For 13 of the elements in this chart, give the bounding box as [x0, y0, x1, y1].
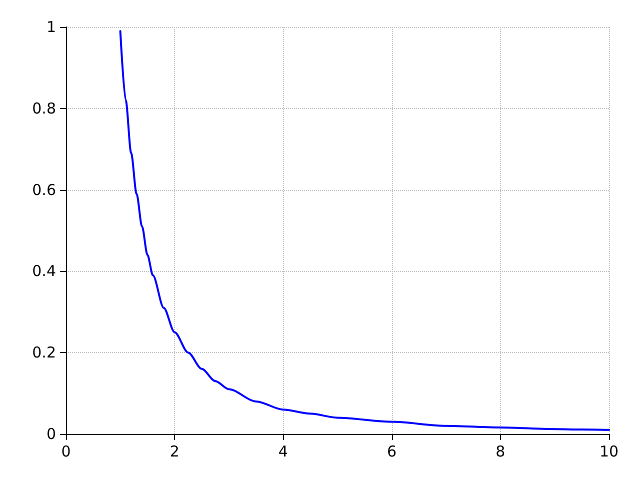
y-tick-label: 0.8 — [32, 99, 56, 118]
y-tick-label: 0.6 — [32, 180, 56, 199]
x-tick-label: 0 — [61, 442, 71, 460]
x-tick-label: 10 — [599, 442, 619, 460]
line-series — [119, 30, 610, 431]
x-tick-label: 8 — [496, 442, 506, 460]
y-tick-label: 0.2 — [32, 344, 56, 362]
y-tick-label: 0 — [46, 425, 56, 443]
y-tick-label: 0.4 — [32, 262, 56, 280]
x-tick-label: 6 — [387, 442, 397, 460]
x-tick-label: 4 — [278, 442, 288, 460]
y-tick-label: 1 — [46, 18, 56, 36]
x-tick-label: 2 — [170, 442, 180, 460]
